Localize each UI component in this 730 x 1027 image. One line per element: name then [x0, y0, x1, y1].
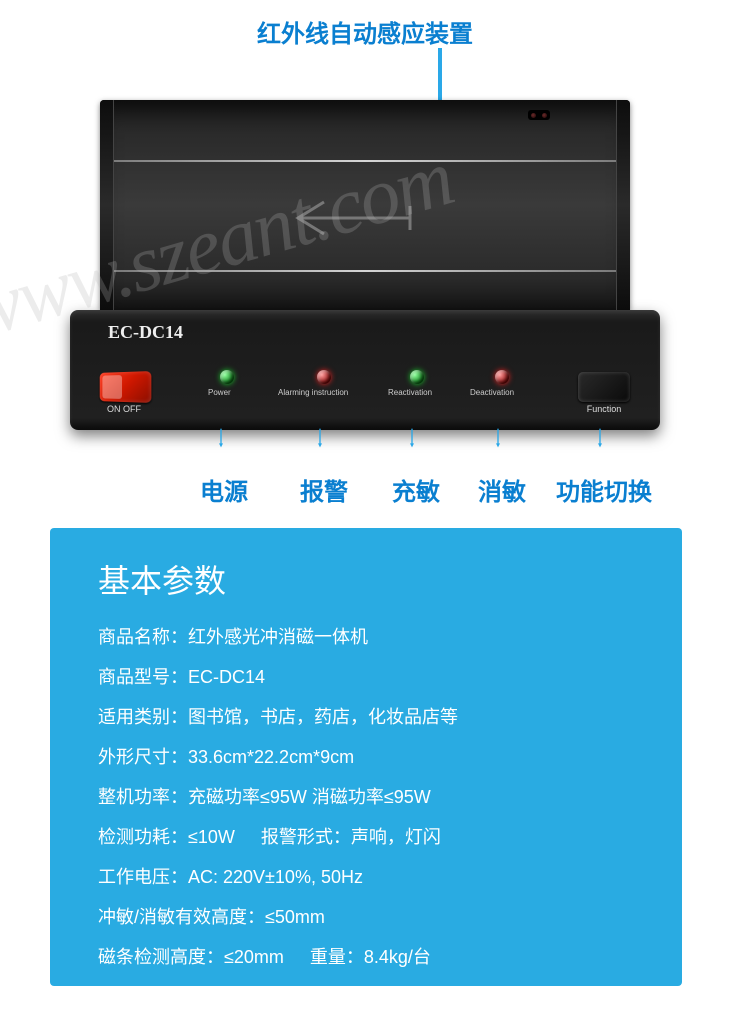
direction-arrow-icon [280, 198, 420, 238]
spec-value: 图书馆，书店，药店，化妆品店等 [188, 707, 458, 727]
callout-deactiv: 消敏 [478, 472, 526, 507]
spec-value: AC: 220V±10%, 50Hz [188, 867, 363, 887]
led-alarm-icon [317, 370, 331, 384]
tray-rail [616, 100, 630, 310]
function-switch[interactable] [578, 372, 630, 402]
arrow-down-icon [219, 410, 223, 466]
spec-key: 工作电压： [98, 867, 188, 887]
spec-extra: 报警形式：声响，灯闪 [261, 827, 441, 847]
spec-value: ≤50mm [265, 907, 325, 927]
callout-reactiv: 充敏 [392, 472, 440, 507]
arrow-down-icon [318, 410, 322, 466]
spec-value: 33.6cm*22.2cm*9cm [188, 747, 354, 767]
arrow-down-icon [598, 410, 602, 466]
function-switch-label: Function [574, 404, 634, 414]
device-front-panel: EC-DC14 ON OFF Function Power Alarming i… [70, 310, 660, 430]
spec-row: 适用类别：图书馆，书店，药店，化妆品店等 [98, 704, 642, 731]
spec-value: 红外感光冲消磁一体机 [188, 627, 368, 647]
led-label: Alarming instruction [278, 388, 348, 397]
device-tray [100, 100, 630, 310]
specs-title: 基本参数 [98, 556, 642, 602]
tray-rail [100, 100, 114, 310]
spec-row: 外形尺寸：33.6cm*22.2cm*9cm [98, 744, 642, 771]
spec-value: ≤10W [188, 827, 235, 847]
spec-row: 商品型号：EC-DC14 [98, 664, 642, 691]
tray-slot-line [114, 160, 616, 162]
arrow-down-icon [438, 48, 442, 104]
tray-slot-line [114, 270, 616, 272]
callout-func: 功能切换 [556, 472, 652, 507]
spec-row: 整机功率：充磁功率≤95W 消磁功率≤95W [98, 784, 642, 811]
arrow-down-icon [496, 410, 500, 466]
led-label: Power [208, 388, 231, 397]
ir-led-icon [542, 113, 547, 118]
ir-led-icon [531, 113, 536, 118]
spec-key: 检测功耗： [98, 827, 188, 847]
spec-row: 工作电压：AC: 220V±10%, 50Hz [98, 864, 642, 891]
spec-row: 检测功耗：≤10W 报警形式：声响，灯闪 [98, 824, 642, 851]
spec-key: 商品名称： [98, 627, 188, 647]
arrow-down-icon [410, 410, 414, 466]
spec-row: 磁条检测高度：≤20mm 重量：8.4kg/台 [98, 944, 642, 971]
spec-value: ≤20mm [224, 947, 284, 967]
callout-alarm: 报警 [300, 472, 348, 507]
callout-power: 电源 [200, 472, 248, 507]
specs-list: 商品名称：红外感光冲消磁一体机商品型号：EC-DC14适用类别：图书馆，书店，药… [98, 624, 642, 971]
led-power-icon [220, 370, 234, 384]
spec-key: 冲敏/消敏有效高度： [98, 907, 265, 927]
led-deactivation-icon [495, 370, 509, 384]
spec-key: 适用类别： [98, 707, 188, 727]
led-reactivation-icon [410, 370, 424, 384]
specs-panel: 基本参数 商品名称：红外感光冲消磁一体机商品型号：EC-DC14适用类别：图书馆… [50, 528, 682, 986]
spec-extra: 重量：8.4kg/台 [310, 947, 431, 967]
power-switch-label: ON OFF [94, 404, 154, 414]
sensor-callout-label: 红外线自动感应装置 [0, 14, 730, 49]
spec-key: 磁条检测高度： [98, 947, 224, 967]
spec-key: 整机功率： [98, 787, 188, 807]
led-label: Deactivation [470, 388, 514, 397]
power-switch[interactable] [100, 371, 152, 403]
spec-value: EC-DC14 [188, 667, 265, 687]
spec-key: 外形尺寸： [98, 747, 188, 767]
ir-sensor [528, 110, 550, 120]
spec-row: 冲敏/消敏有效高度：≤50mm [98, 904, 642, 931]
spec-key: 商品型号： [98, 667, 188, 687]
device-illustration: EC-DC14 ON OFF Function Power Alarming i… [70, 100, 660, 430]
spec-value: 充磁功率≤95W 消磁功率≤95W [188, 787, 431, 807]
led-label: Reactivation [388, 388, 432, 397]
spec-row: 商品名称：红外感光冲消磁一体机 [98, 624, 642, 651]
model-number: EC-DC14 [108, 322, 183, 343]
